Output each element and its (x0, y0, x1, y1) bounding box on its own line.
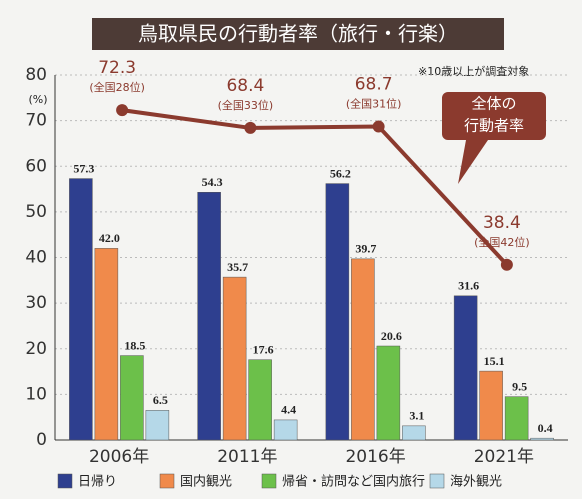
value-label: 4.4 (281, 403, 296, 417)
bar (402, 425, 426, 441)
x-tick-label: 2021年 (474, 447, 534, 467)
legend-label: 国内観光 (180, 474, 232, 490)
line-point (116, 104, 129, 117)
chart-title: 鳥取県民の行動者率（旅行・行楽） (138, 22, 458, 46)
value-label: 20.6 (381, 329, 402, 343)
legend-swatch (57, 473, 73, 489)
rank-label: (全国33位) (218, 98, 274, 112)
rank-label: (全国42位) (474, 235, 530, 249)
bar (530, 437, 554, 441)
line (121, 108, 509, 267)
x-tick-label: 2016年 (345, 447, 405, 467)
y-tick-label: 80 (25, 65, 47, 85)
x-tick-label: 2011年 (217, 447, 277, 467)
line-point (244, 121, 257, 134)
plot: 0 10 20 30 40 50 60 70 80 2006年 57.3 42.0 18.5 6.5 201… (25, 58, 568, 490)
y-tick-label: 40 (25, 248, 47, 268)
x-tick-label: 2006年 (89, 447, 149, 467)
y-tick-label: 60 (25, 156, 47, 176)
bar (69, 178, 93, 441)
y-tick-label: 50 (25, 202, 47, 222)
y-unit: (%) (28, 93, 47, 106)
y-tick-label: 0 (36, 430, 47, 450)
value-label: 56.2 (330, 166, 351, 180)
y-tick-label: 30 (25, 293, 47, 313)
legend-swatch (261, 473, 277, 489)
y-tick-label: 70 (25, 111, 47, 131)
callout-text: 全体の (471, 95, 516, 113)
rank-label: (全国31位) (346, 97, 402, 111)
bar (325, 183, 350, 441)
bar (197, 192, 221, 441)
value-label: 54.3 (202, 175, 223, 189)
title-banner (92, 18, 504, 50)
line-value-label: 72.3 (98, 58, 136, 78)
callout (442, 92, 546, 184)
bar (273, 419, 298, 441)
value-label: 3.1 (409, 409, 424, 423)
line-value-label: 68.7 (355, 75, 393, 95)
bar (351, 258, 375, 441)
line-point (500, 258, 513, 271)
y-tick-label: 10 (25, 384, 47, 404)
bar (120, 355, 144, 441)
y-tick-label: 20 (25, 339, 47, 359)
bar (145, 410, 170, 441)
legend-swatch (429, 473, 445, 489)
value-label: 6.5 (153, 393, 168, 407)
callout-text: 行動者率 (464, 117, 524, 135)
value-label: 42.0 (99, 231, 120, 245)
bar (453, 295, 478, 441)
line-point (372, 120, 385, 133)
legend-label: 海外観光 (450, 475, 502, 490)
rank-label: (全国28位) (89, 80, 145, 94)
value-label: 39.7 (355, 242, 376, 256)
bar (222, 276, 247, 441)
bar (504, 396, 529, 441)
value-label: 31.6 (458, 279, 479, 293)
bar (479, 370, 503, 441)
legend-label: 日帰り (78, 474, 117, 490)
legend-swatch (159, 473, 175, 489)
value-label: 9.5 (512, 379, 527, 393)
value-label: 17.6 (253, 342, 274, 356)
value-label: 35.7 (227, 260, 248, 274)
line-value-label: 68.4 (226, 76, 264, 96)
line-value-label: 38.4 (483, 213, 521, 233)
value-label: 18.5 (124, 338, 145, 352)
value-label: 0.4 (538, 421, 553, 435)
bar (376, 345, 401, 441)
bar (248, 359, 272, 441)
bar (94, 248, 119, 441)
value-label: 57.3 (73, 161, 94, 175)
legend-label: 帰省・訪問など国内旅行 (282, 474, 425, 490)
note: ※10歳以上が調査対象 (418, 64, 529, 78)
value-label: 15.1 (484, 354, 505, 368)
